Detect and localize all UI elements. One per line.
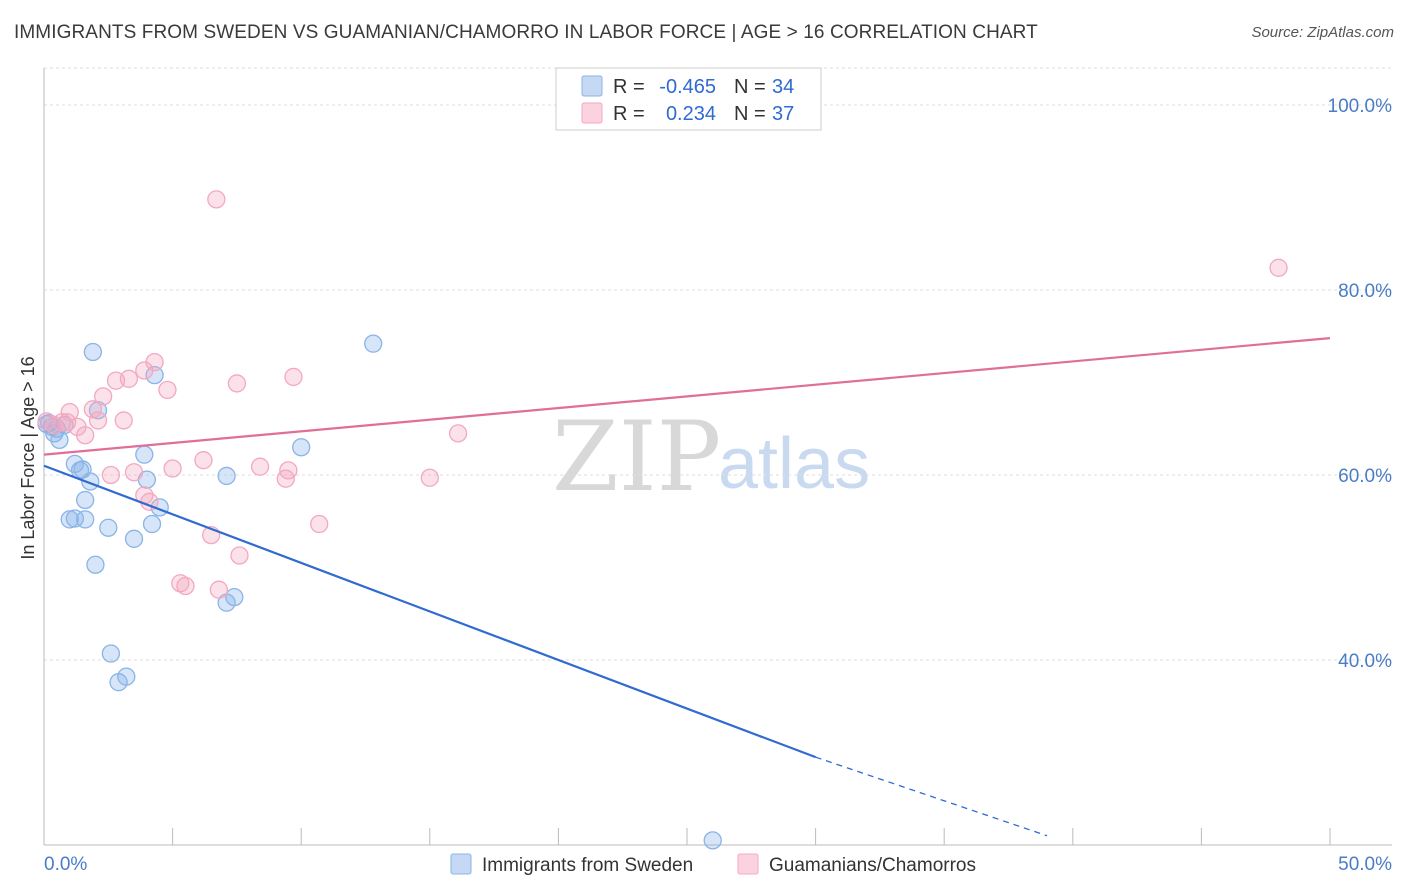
sweden-point <box>109 673 128 692</box>
sweden-point <box>101 644 121 663</box>
y-tick-label: 40.0% <box>1338 651 1392 672</box>
guamanian-point <box>207 190 226 209</box>
guamanian-point <box>88 411 108 430</box>
sweden-point <box>83 342 103 362</box>
legend-swatch-guamanian <box>581 102 603 124</box>
legend-r-label-sweden: R = <box>613 76 645 98</box>
guamanian-point <box>420 468 439 487</box>
guamanian-point <box>209 580 229 599</box>
guamanian-point <box>284 367 303 387</box>
sweden-point <box>364 334 383 353</box>
sweden-point <box>76 490 95 510</box>
sweden-point <box>99 518 118 537</box>
guamanian-point <box>94 387 113 406</box>
trend-lines <box>43 337 1331 837</box>
sweden-point <box>88 401 108 420</box>
y-axis-title: In Labor Force | Age > 16 <box>18 356 38 559</box>
chart-title: IMMIGRANTS FROM SWEDEN VS GUAMANIAN/CHAM… <box>14 22 1038 43</box>
sweden-point <box>217 466 236 486</box>
sweden-point <box>142 514 162 534</box>
sweden-trend-extrapolation <box>815 756 1048 837</box>
legend-r-label-guamanian: R = <box>613 103 645 125</box>
legend-n-value-guamanian: 37 <box>772 103 794 125</box>
sweden-point <box>76 510 95 529</box>
sweden-point <box>145 365 164 385</box>
guamanian-point <box>176 576 195 596</box>
guamanian-point <box>124 463 144 482</box>
guamanian-point <box>448 424 468 443</box>
sweden-point <box>124 529 144 548</box>
sweden-trend-line <box>43 464 816 759</box>
guamanian-point <box>227 374 247 393</box>
guamanian-point <box>57 413 77 432</box>
legend-n-label-sweden: N = <box>734 76 766 98</box>
legend-r-value-sweden: -0.465 <box>659 76 716 98</box>
legend-swatch-sweden <box>581 75 603 97</box>
guamanian-point <box>171 574 190 593</box>
x-ticks <box>43 828 1331 845</box>
guamanian-point <box>158 380 177 400</box>
guamanian-point <box>119 369 139 388</box>
gridlines <box>44 67 1392 661</box>
y-tick-label: 60.0% <box>1338 466 1392 487</box>
y-tick-label: 100.0% <box>1328 96 1393 117</box>
guamanian-point <box>163 459 182 478</box>
guamanian-point <box>279 461 298 480</box>
bottom-legend-swatch-guamanian <box>737 853 759 875</box>
y-tick-label: 80.0% <box>1338 281 1392 302</box>
watermark-zip: ZIP <box>552 401 721 513</box>
guamanian-point <box>101 465 121 485</box>
bottom-legend-label-guamanian: Guamanians/Chamorros <box>769 855 976 876</box>
watermark-atlas: atlas <box>718 424 870 504</box>
guamanian-point <box>1269 258 1288 277</box>
series-legend: Immigrants from Sweden Guamanians/Chamor… <box>450 853 976 876</box>
bottom-legend-label-sweden: Immigrants from Sweden <box>482 855 693 876</box>
sweden-point <box>60 510 79 529</box>
x-tick-label-max: 50.0% <box>1338 854 1392 875</box>
guamanian-point <box>194 451 213 470</box>
series-guamanian-points <box>37 190 1288 599</box>
guamanian-point <box>230 546 249 565</box>
legend-n-label-guamanian: N = <box>734 103 766 125</box>
guamanian-point <box>135 361 154 380</box>
sweden-point <box>73 460 92 479</box>
bottom-legend-swatch-sweden <box>450 853 472 875</box>
correlation-legend: R = -0.465 N = 34 R = 0.234 N = 37 <box>555 67 822 131</box>
y-tick-labels: 40.0% 60.0% 80.0% 100.0% <box>1328 96 1393 672</box>
sweden-point <box>86 555 105 574</box>
x-tick-label-min: 0.0% <box>44 854 87 875</box>
sweden-point <box>135 445 154 464</box>
guamanian-point <box>250 457 270 476</box>
guamanian-point <box>83 400 103 419</box>
sweden-point <box>703 831 722 850</box>
source-credit: Source: ZipAtlas.com <box>1251 24 1394 41</box>
sweden-point <box>292 438 311 457</box>
guamanian-point <box>114 411 133 430</box>
guamanian-point <box>76 426 95 445</box>
legend-r-value-guamanian: 0.234 <box>666 103 716 125</box>
guamanian-trend-line <box>43 337 1331 456</box>
legend-n-value-sweden: 34 <box>772 76 794 98</box>
guamanian-point <box>310 514 329 534</box>
